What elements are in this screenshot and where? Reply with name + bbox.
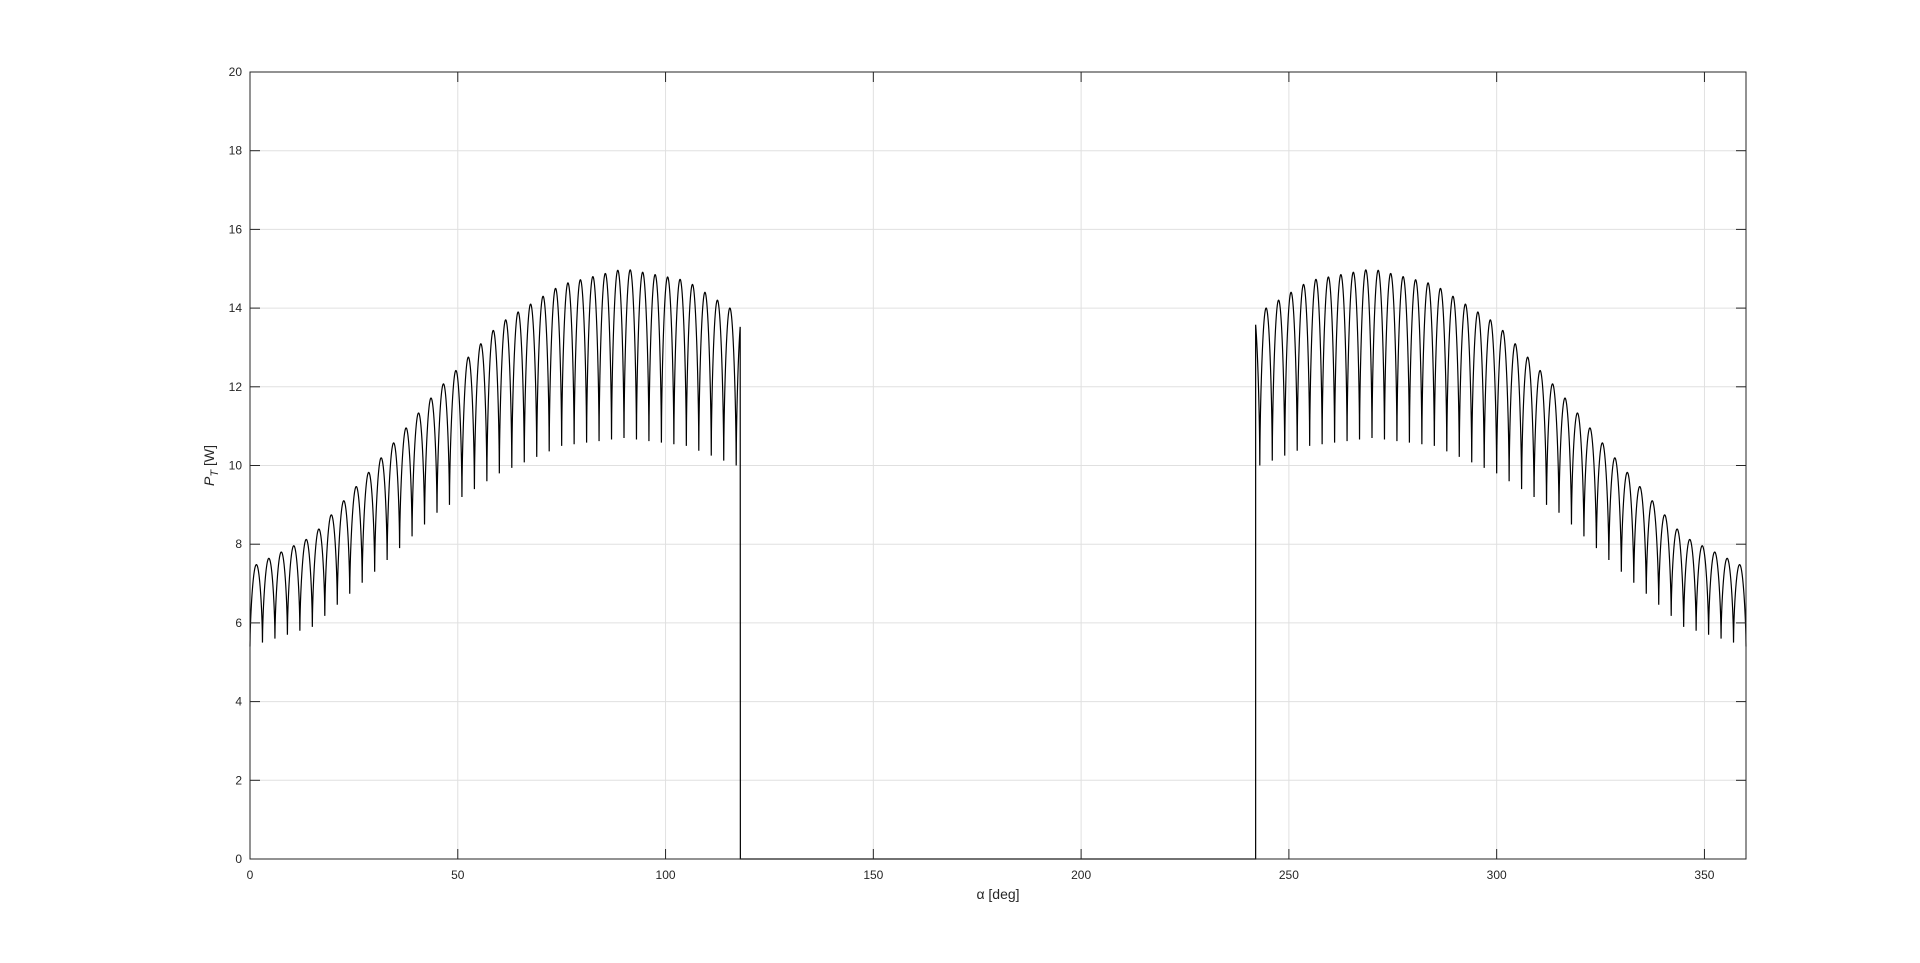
x-tick-labels: 0 50 100 150 200 250 300 350 — [247, 868, 1715, 882]
y-tick-label: 6 — [235, 616, 242, 630]
x-tick-label: 150 — [863, 868, 883, 882]
x-axis-label: α [deg] — [976, 886, 1019, 902]
y-tick-label: 20 — [229, 65, 243, 79]
plot-area: 0 50 100 150 200 250 300 350 0 2 4 6 8 10 12 14 16 18 20 — [229, 65, 1747, 882]
y-tick-labels: 0 2 4 6 8 10 12 14 16 18 20 — [229, 65, 243, 866]
y-tick-label: 8 — [235, 537, 242, 551]
y-axis-label: PT [W] — [201, 445, 221, 486]
x-tick-label: 350 — [1694, 868, 1714, 882]
x-tick-label: 200 — [1071, 868, 1091, 882]
x-tick-label: 300 — [1487, 868, 1507, 882]
x-tick-label: 50 — [451, 868, 465, 882]
y-tick-label: 2 — [235, 773, 242, 787]
y-axis-label-main: P — [201, 476, 217, 486]
y-tick-label: 0 — [235, 852, 242, 866]
y-tick-label: 14 — [229, 301, 243, 315]
power-series-line — [249, 269, 1747, 860]
y-tick-label: 10 — [229, 459, 243, 473]
y-axis-label-unit: [W] — [201, 445, 217, 470]
x-tick-label: 100 — [656, 868, 676, 882]
x-tick-label: 0 — [247, 868, 254, 882]
y-axis-label-sub: T — [209, 469, 221, 477]
y-tick-label: 4 — [235, 695, 242, 709]
tick-marks — [249, 71, 1746, 860]
y-tick-label: 16 — [229, 222, 243, 236]
x-tick-label: 250 — [1279, 868, 1299, 882]
y-tick-label: 12 — [229, 380, 243, 394]
y-tick-label: 18 — [229, 144, 243, 158]
